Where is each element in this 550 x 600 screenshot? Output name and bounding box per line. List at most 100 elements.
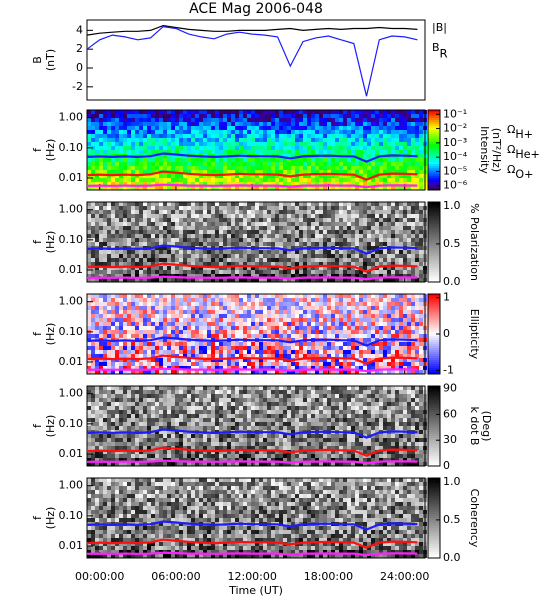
spectrogram-cell — [103, 118, 107, 122]
spectrogram-cell — [135, 330, 139, 334]
spectrogram-cell — [87, 334, 91, 338]
colorbar-segment — [428, 120, 440, 123]
spectrogram-cell — [215, 294, 219, 298]
spectrogram-cell — [323, 334, 327, 338]
spectrogram-cell — [135, 326, 139, 330]
colorbar-segment — [428, 176, 440, 179]
spectrogram-cell — [311, 122, 315, 126]
spectrogram-cell — [367, 214, 371, 218]
spectrogram-cell — [323, 210, 327, 214]
spectrogram-cell — [375, 218, 379, 222]
spectrogram-cell — [191, 202, 195, 206]
spectrogram-cell — [295, 226, 299, 230]
spectrogram-cell — [403, 150, 407, 154]
spectrogram-cell — [103, 214, 107, 218]
spectrogram-cell — [411, 278, 415, 282]
spectrogram-cell — [175, 346, 179, 350]
spectrogram-cell — [327, 302, 331, 306]
spectrogram-cell — [231, 226, 235, 230]
spectrogram-cell — [159, 330, 163, 334]
spectrogram-cell — [107, 254, 111, 258]
spectrogram-cell — [363, 138, 367, 142]
spectrogram-cell — [207, 146, 211, 150]
spectrogram-cell — [339, 302, 343, 306]
spectrogram-cell — [267, 262, 271, 266]
spectrogram-cell — [283, 294, 287, 298]
spectrogram-cell — [275, 214, 279, 218]
spectrogram-cell — [291, 214, 295, 218]
spectrogram-cell — [159, 254, 163, 258]
spectrogram-cell — [227, 270, 231, 274]
spectrogram-cell — [311, 334, 315, 338]
spectrogram-cell — [399, 358, 403, 362]
spectrogram-cell — [379, 278, 383, 282]
spectrogram-cell — [243, 150, 247, 154]
spectrogram-cell — [183, 270, 187, 274]
spectrogram-cell — [359, 274, 363, 278]
spectrogram-cell — [203, 266, 207, 270]
spectrogram-cell — [103, 298, 107, 302]
spectrogram-cell — [419, 222, 423, 226]
spectrogram-cell — [407, 258, 411, 262]
spectrogram-cell — [403, 342, 407, 346]
spectrogram-cell — [255, 214, 259, 218]
spectrogram-cell — [87, 234, 91, 238]
spectrogram-cell — [239, 158, 243, 162]
spectrogram-cell — [231, 258, 235, 262]
spectrogram-cell — [123, 342, 127, 346]
spectrogram-cell — [219, 166, 223, 170]
spectrogram-cell — [107, 214, 111, 218]
spectrogram-cell — [419, 298, 423, 302]
spectrogram-cell — [327, 170, 331, 174]
spectrogram-cell — [395, 214, 399, 218]
spectrogram-cell — [119, 354, 123, 358]
spectrogram-cell — [207, 110, 211, 114]
spectrogram-cell — [267, 242, 271, 246]
spectrogram-cell — [151, 150, 155, 154]
spectrogram-cell — [119, 234, 123, 238]
spectrogram-cell — [187, 262, 191, 266]
spectrogram-cell — [243, 270, 247, 274]
spectrogram-cell — [115, 146, 119, 150]
spectrogram-cell — [91, 262, 95, 266]
spectrogram-cell — [291, 146, 295, 150]
spectrogram-cell — [167, 338, 171, 342]
spectrogram-cell — [359, 170, 363, 174]
spectrogram-cell — [387, 358, 391, 362]
spectrogram-cell — [367, 338, 371, 342]
spectrogram-cell — [371, 238, 375, 242]
spectrogram-cell — [415, 230, 419, 234]
spectrogram-cell — [295, 318, 299, 322]
spectrogram-cell — [191, 330, 195, 334]
spectrogram-cell — [315, 330, 319, 334]
spectrogram-cell — [103, 210, 107, 214]
spectrogram-cell — [191, 258, 195, 262]
spectrogram-cell — [335, 110, 339, 114]
spectrogram-cell — [291, 234, 295, 238]
spectrogram-cell — [395, 178, 399, 182]
spectrogram-cell — [267, 270, 271, 274]
spectrogram-cell — [87, 126, 91, 130]
spectrogram-cell — [147, 326, 151, 330]
spectrogram-cell — [395, 254, 399, 258]
spectrogram-cell — [87, 274, 91, 278]
spectrogram-cell — [151, 226, 155, 230]
spectrogram-cell — [171, 122, 175, 126]
spectrogram-cell — [163, 174, 167, 178]
spectrogram-cell — [231, 178, 235, 182]
spectrogram-cell — [255, 258, 259, 262]
spectrogram-cell — [231, 214, 235, 218]
spectrogram-cell — [207, 202, 211, 206]
spectrogram-cell — [127, 322, 131, 326]
spectrogram-cell — [187, 306, 191, 310]
spectrogram-cell — [407, 274, 411, 278]
spectrogram-cell — [179, 166, 183, 170]
colorbar-segment — [428, 160, 440, 163]
spectrogram-cell — [295, 154, 299, 158]
spectrogram-cell — [99, 202, 103, 206]
spectrogram-cell — [163, 318, 167, 322]
spectrogram-cell — [183, 142, 187, 146]
spectrogram-cell — [267, 186, 271, 190]
spectrogram-cell — [179, 318, 183, 322]
spectrogram-cell — [239, 162, 243, 166]
